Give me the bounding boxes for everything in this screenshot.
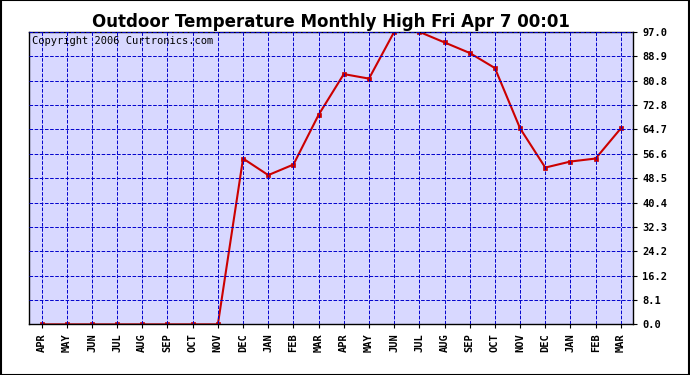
Text: Outdoor Temperature Monthly High Fri Apr 7 00:01: Outdoor Temperature Monthly High Fri Apr… bbox=[92, 13, 570, 31]
Text: Copyright 2006 Curtronics.com: Copyright 2006 Curtronics.com bbox=[32, 36, 213, 46]
